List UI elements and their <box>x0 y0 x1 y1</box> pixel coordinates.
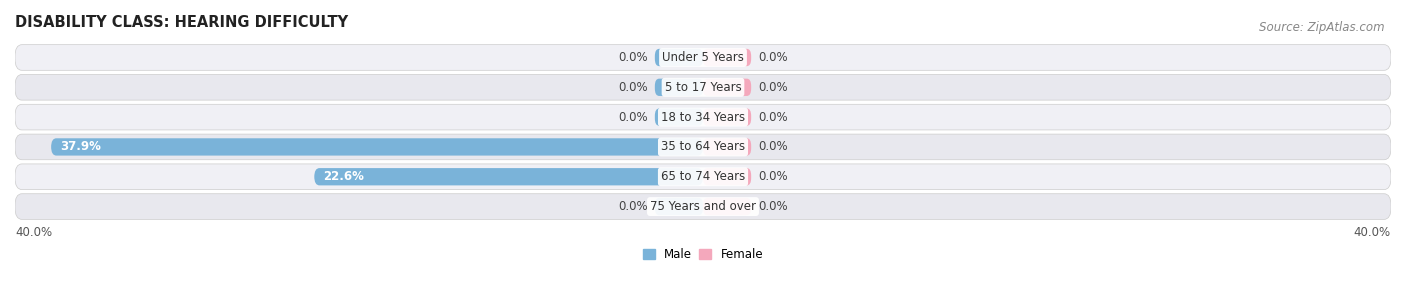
FancyBboxPatch shape <box>15 194 1391 219</box>
Text: DISABILITY CLASS: HEARING DIFFICULTY: DISABILITY CLASS: HEARING DIFFICULTY <box>15 15 349 30</box>
FancyBboxPatch shape <box>15 74 1391 100</box>
Text: 35 to 64 Years: 35 to 64 Years <box>661 140 745 153</box>
Legend: Male, Female: Male, Female <box>643 248 763 261</box>
Text: 22.6%: 22.6% <box>323 170 364 183</box>
Text: 0.0%: 0.0% <box>758 140 787 153</box>
Text: 0.0%: 0.0% <box>619 81 648 94</box>
Text: 0.0%: 0.0% <box>619 51 648 64</box>
FancyBboxPatch shape <box>15 164 1391 190</box>
Text: Under 5 Years: Under 5 Years <box>662 51 744 64</box>
Text: 37.9%: 37.9% <box>59 140 101 153</box>
Text: 0.0%: 0.0% <box>619 111 648 124</box>
Text: 65 to 74 Years: 65 to 74 Years <box>661 170 745 183</box>
FancyBboxPatch shape <box>655 109 703 126</box>
Text: 0.0%: 0.0% <box>619 200 648 213</box>
Text: 0.0%: 0.0% <box>758 81 787 94</box>
Text: 0.0%: 0.0% <box>758 51 787 64</box>
FancyBboxPatch shape <box>315 168 703 185</box>
FancyBboxPatch shape <box>655 79 703 96</box>
Text: Source: ZipAtlas.com: Source: ZipAtlas.com <box>1260 21 1385 34</box>
Text: 0.0%: 0.0% <box>758 111 787 124</box>
FancyBboxPatch shape <box>15 45 1391 70</box>
FancyBboxPatch shape <box>15 134 1391 160</box>
FancyBboxPatch shape <box>703 109 751 126</box>
FancyBboxPatch shape <box>655 49 703 66</box>
FancyBboxPatch shape <box>703 79 751 96</box>
Text: 40.0%: 40.0% <box>15 226 52 239</box>
FancyBboxPatch shape <box>51 138 703 156</box>
FancyBboxPatch shape <box>655 198 703 215</box>
FancyBboxPatch shape <box>703 198 751 215</box>
Text: 5 to 17 Years: 5 to 17 Years <box>665 81 741 94</box>
Text: 18 to 34 Years: 18 to 34 Years <box>661 111 745 124</box>
FancyBboxPatch shape <box>15 104 1391 130</box>
FancyBboxPatch shape <box>703 168 751 185</box>
FancyBboxPatch shape <box>703 49 751 66</box>
Text: 40.0%: 40.0% <box>1354 226 1391 239</box>
Text: 75 Years and over: 75 Years and over <box>650 200 756 213</box>
Text: 0.0%: 0.0% <box>758 200 787 213</box>
FancyBboxPatch shape <box>703 138 751 156</box>
Text: 0.0%: 0.0% <box>758 170 787 183</box>
